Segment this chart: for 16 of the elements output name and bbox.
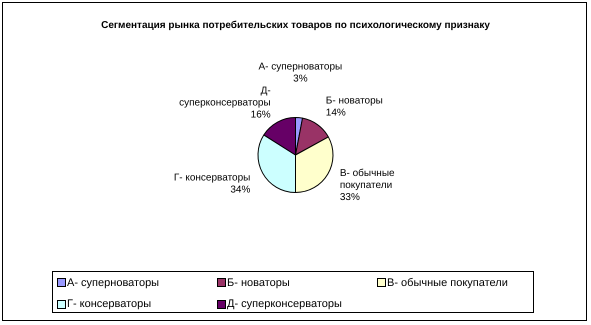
data-label: 14% <box>326 108 346 119</box>
legend-label: А- суперноваторы <box>67 276 160 289</box>
data-label: 34% <box>230 184 250 196</box>
data-label: 33% <box>340 192 360 204</box>
slice-label: А- суперноваторы <box>258 62 342 73</box>
slice-label: Д- суперконсерваторы <box>179 86 271 109</box>
slice-label: Г- консерваторы <box>174 172 250 184</box>
chart-title: Сегментация рынка потребительских товаров по психологическому признаку <box>100 20 491 31</box>
legend-label: Г- консерваторы <box>67 298 152 310</box>
slice-label: Б- новаторы <box>326 96 383 107</box>
legend-label: Б- новаторы <box>227 276 290 289</box>
legend-label: В- обычные покупатели <box>387 276 508 289</box>
legend-label: Д- суперконсерваторы <box>227 298 342 310</box>
data-label: 3% <box>293 74 308 85</box>
slice-label: В- обычные покупатели <box>340 168 396 192</box>
data-label: 16% <box>250 110 271 121</box>
